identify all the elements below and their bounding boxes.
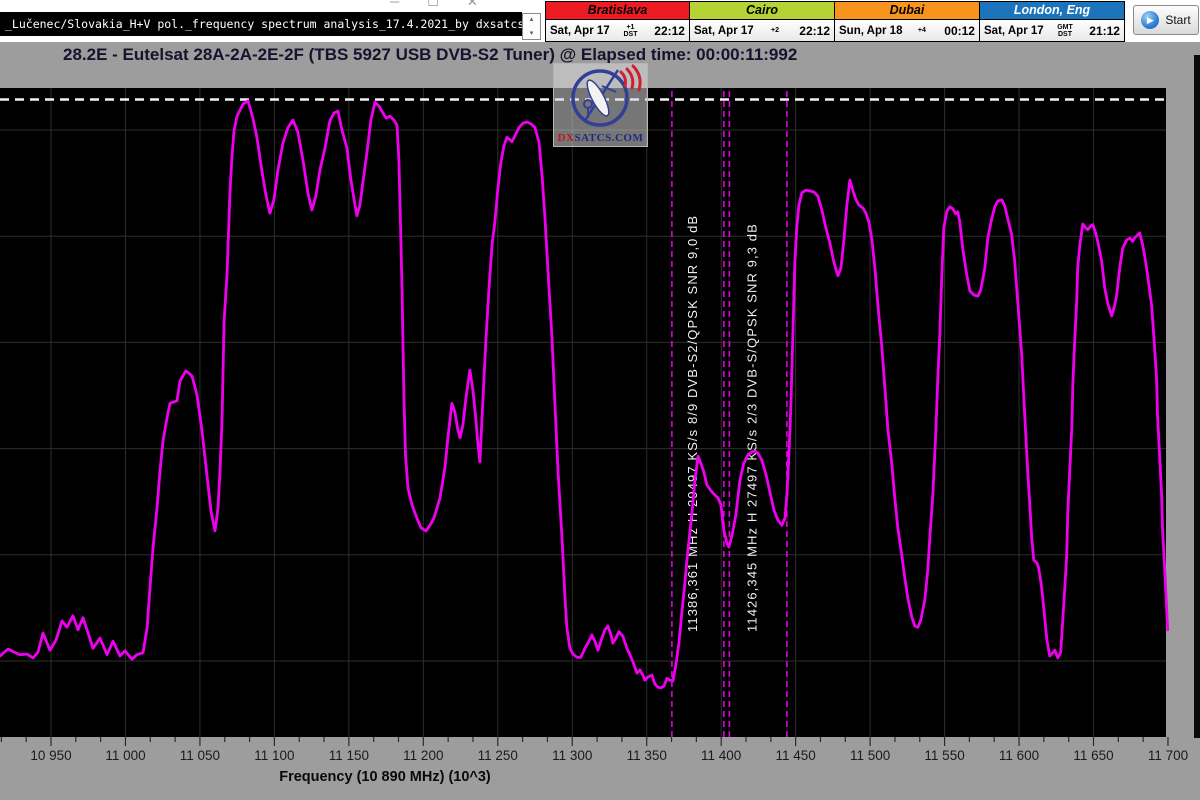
clock-city-header: London, Eng <box>980 2 1124 20</box>
clock-city-header: Bratislava <box>546 2 689 20</box>
spectrum-trace <box>0 99 1170 690</box>
logo-text-dx: DX <box>557 132 575 144</box>
axis-title: Frequency (10 890 MHz) (10^3) <box>279 769 491 785</box>
close-icon[interactable]: ✕ <box>466 0 478 9</box>
dxsatcs-logo: DXSATCS.COM <box>553 63 648 147</box>
logo-text-satcs: SATCS.COM <box>574 132 644 144</box>
marker-label: 11426,345 MHz H 27497 KS/s 2/3 DVB-S/QPS… <box>744 223 759 632</box>
axis-tick-label: 11 100 <box>254 748 294 763</box>
clock-time: 21:12 <box>1089 23 1120 38</box>
play-icon: ▶ <box>1141 11 1160 29</box>
world-clock: Dubai Sun, Apr 18 +4 00:12 <box>835 1 980 42</box>
clock-date: Sat, Apr 17 <box>694 24 754 37</box>
axis-tick-label: 11 550 <box>924 748 964 763</box>
plot-area <box>0 88 1166 737</box>
satellite-dish-icon <box>571 64 642 127</box>
axis-tick-label: 10 950 <box>30 748 71 763</box>
app-title-text: _Lučenec/Slovakia_H+V pol._frequency spe… <box>5 17 522 31</box>
start-button[interactable]: ▶ Start <box>1133 5 1199 35</box>
clock-date: Sat, Apr 17 <box>550 24 610 37</box>
minimize-icon[interactable]: ─ <box>390 0 400 9</box>
clock-body: Sat, Apr 17 +2 22:12 <box>690 20 834 41</box>
clock-city-header: Cairo <box>690 2 834 20</box>
scroll-up-icon[interactable]: ▴ <box>529 16 534 23</box>
clock-utc-offset: +2 <box>770 27 779 34</box>
world-clock: Cairo Sat, Apr 17 +2 22:12 <box>690 1 835 42</box>
clock-time: 22:12 <box>654 23 685 38</box>
maximize-icon[interactable]: ☐ <box>427 0 439 9</box>
title-scroll-spinner[interactable]: ▴ ▾ <box>522 13 541 40</box>
clock-time: 00:12 <box>944 23 975 38</box>
axis-tick-label: 11 700 <box>1148 748 1188 763</box>
axis-tick-label: 11 150 <box>329 748 369 763</box>
marker-label: 11386,361 MHz H 29497 KS/s 8/9 DVB-S2/QP… <box>685 215 700 632</box>
window-controls: ─ ☐ ✕ <box>390 0 520 12</box>
clock-utc-offset: +4 <box>917 27 926 34</box>
clock-body: Sun, Apr 18 +4 00:12 <box>835 20 979 41</box>
clock-dst-label: DST <box>1057 30 1072 38</box>
world-clock-panel: Bratislava Sat, Apr 17 +1 DST 22:12 Cairo Sat,… <box>545 1 1125 42</box>
chart-title: 28.2E - Eutelsat 28A-2A-2E-2F (TBS 5927 … <box>63 45 798 64</box>
app-title-bar: _Lučenec/Slovakia_H+V pol._frequency spe… <box>0 12 522 36</box>
clock-utc-offset: GMT DST <box>1057 23 1073 38</box>
clock-date: Sat, Apr 17 <box>984 24 1044 37</box>
axis-tick-label: 11 400 <box>701 748 741 763</box>
axis-tick-label: 11 650 <box>1073 748 1113 763</box>
clock-date: Sun, Apr 18 <box>839 24 903 37</box>
start-button-label: Start <box>1165 13 1191 27</box>
axis-tick-label: 11 000 <box>105 748 145 763</box>
logo-text: DXSATCS.COM <box>554 132 647 144</box>
axis-tick-label: 11 350 <box>627 748 667 763</box>
clock-body: Sat, Apr 17 +1 DST 22:12 <box>546 20 689 41</box>
clock-utc-offset: +1 DST <box>623 23 638 38</box>
clock-body: Sat, Apr 17 GMT DST 21:12 <box>980 20 1124 41</box>
axis-tick-label: 11 600 <box>999 748 1039 763</box>
world-clock: Bratislava Sat, Apr 17 +1 DST 22:12 <box>545 1 690 42</box>
axis-tick-label: 11 500 <box>850 748 890 763</box>
right-edge-strip <box>1194 55 1200 738</box>
clock-dst-label: DST <box>623 30 638 38</box>
axis-tick-label: 11 450 <box>776 748 816 763</box>
axis-tick-label: 11 300 <box>552 748 592 763</box>
world-clock: London, Eng Sat, Apr 17 GMT DST 21:12 <box>980 1 1125 42</box>
clock-time: 22:12 <box>799 23 830 38</box>
axis-tick-label: 11 250 <box>478 748 518 763</box>
axis-tick-label: 11 200 <box>403 748 443 763</box>
clock-city-header: Dubai <box>835 2 979 20</box>
scroll-down-icon[interactable]: ▾ <box>529 30 534 37</box>
axis-tick-label: 11 050 <box>180 748 220 763</box>
